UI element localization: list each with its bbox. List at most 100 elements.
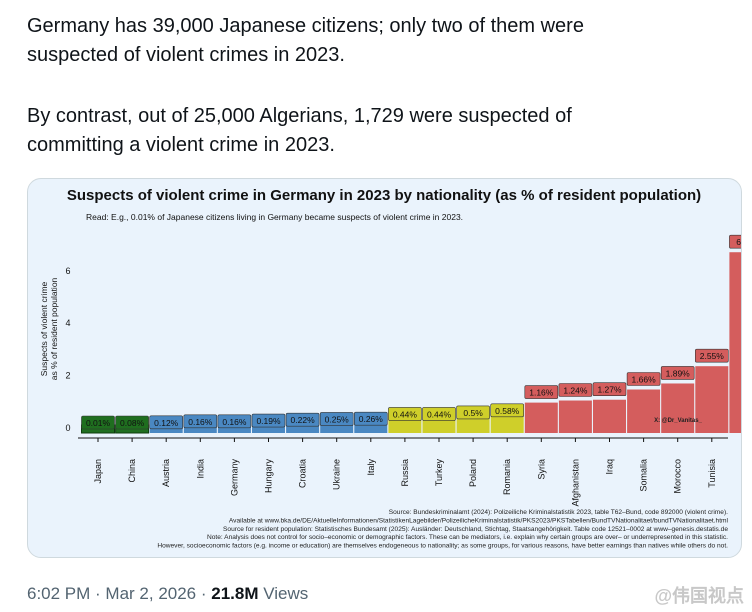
x-tick-label: Italy	[366, 459, 376, 476]
bar-poland	[456, 414, 490, 433]
data-label: 0.16%	[222, 417, 247, 427]
tweet-metadata: 6:02 PM · Mar 2, 2026 · 21.8M Views	[27, 584, 309, 603]
data-label-box	[558, 383, 593, 397]
data-label-box	[490, 403, 525, 418]
data-label-box	[626, 372, 661, 386]
data-label: 1.16%	[529, 388, 554, 398]
y-tick-label: 2	[65, 371, 70, 381]
tweet-line: suspected of violent crimes in 2023.	[27, 44, 345, 66]
data-label-box	[353, 411, 388, 426]
data-label-box	[149, 415, 183, 430]
data-label-box	[285, 412, 320, 427]
chart-credit: X: @Dr_Vanitas_	[654, 418, 703, 424]
data-label-box	[217, 414, 252, 429]
x-tick-label: Japan	[93, 459, 103, 484]
views-label: Views	[263, 584, 309, 603]
y-tick-label: 0	[65, 423, 70, 433]
x-tick-label: Croatia	[298, 459, 308, 488]
tweet-line: By contrast, out of 25,000 Algerians, 1,…	[27, 105, 572, 127]
chart-image[interactable]: Suspects of violent crime in Germany in …	[27, 178, 742, 558]
tweet-paragraph-1: Germany has 39,000 Japanese citizens; on…	[27, 12, 584, 70]
x-tick-label: Morocco	[673, 459, 683, 494]
data-label-box	[729, 234, 741, 249]
data-label-box	[388, 407, 422, 421]
x-tick-label: Austria	[161, 459, 171, 487]
footnote: Source: Bundeskriminalamt (2024): Polize…	[389, 509, 728, 516]
chart-title: Suspects of violent crime in Germany in …	[67, 187, 701, 204]
data-label-box	[524, 385, 559, 399]
data-label: 0.25%	[325, 414, 350, 424]
data-label: 2.55%	[700, 351, 725, 361]
x-tick-label: Somalia	[639, 459, 649, 492]
x-tick-label: India	[195, 459, 205, 479]
bar-india	[183, 423, 217, 433]
tweet-date[interactable]: Mar 2, 2026	[105, 584, 197, 603]
data-label: 0.44%	[427, 409, 452, 419]
data-label: 0.16%	[188, 417, 213, 427]
bar-tunisia	[695, 366, 729, 433]
y-axis-label-line2: as % of resident population	[49, 277, 59, 380]
data-label: 0.58%	[495, 406, 520, 416]
x-tick-label: China	[127, 459, 137, 483]
data-label: 1.27%	[597, 385, 622, 395]
data-label-box	[183, 414, 218, 429]
data-label: 6.9%	[736, 237, 741, 247]
data-label-box	[422, 407, 456, 421]
data-label-box	[319, 412, 354, 426]
data-label: 0.44%	[393, 409, 418, 419]
data-label-box	[115, 415, 149, 430]
data-label: 0.08%	[120, 418, 145, 428]
footnote: Available at www.bka.de/DE/AktuelleInfor…	[229, 517, 729, 524]
views-count: 21.8M	[211, 584, 259, 603]
footnote: Note: Analysis does not control for soci…	[207, 534, 728, 541]
chart-subtitle: Read: E.g., 0.01% of Japanese citizens l…	[86, 212, 463, 222]
data-label-box	[456, 405, 490, 420]
y-tick-label: 6	[65, 266, 70, 276]
tweet-line: Germany has 39,000 Japanese citizens; on…	[27, 15, 584, 37]
y-tick-label: 4	[65, 318, 70, 328]
footnote: However, socioeconomic factors (e.g. inc…	[157, 543, 728, 550]
x-tick-label: Afghanistan	[570, 459, 580, 507]
bar-syria	[524, 402, 558, 433]
data-label: 0.22%	[291, 415, 316, 425]
bar-chart: Suspects of violent crime in Germany in …	[39, 187, 741, 550]
data-label-box	[81, 415, 115, 430]
data-label: 0.5%	[463, 408, 483, 418]
data-label: 0.26%	[359, 414, 384, 424]
bar-hungary	[252, 423, 285, 433]
data-label: 1.66%	[632, 375, 657, 385]
tweet-line: committing a violent crime in 2023.	[27, 134, 335, 156]
bar-algeria	[729, 252, 741, 433]
bar-italy	[354, 421, 388, 433]
x-tick-label: Germany	[229, 459, 239, 497]
tweet-paragraph-2: By contrast, out of 25,000 Algerians, 1,…	[27, 102, 572, 160]
x-tick-label: Turkey	[434, 459, 444, 487]
bar-romania	[490, 412, 524, 433]
data-label-box	[660, 366, 695, 380]
data-label-box	[694, 348, 729, 363]
data-label: 0.19%	[256, 416, 281, 426]
data-label-box	[592, 382, 627, 397]
bar-ukraine	[320, 421, 354, 433]
data-label: 1.89%	[666, 368, 691, 378]
x-tick-label: Hungary	[264, 459, 274, 494]
x-tick-label: Tunisia	[707, 459, 717, 488]
y-axis-label-line1: Suspects of violent crime	[39, 281, 49, 376]
x-tick-label: Poland	[468, 459, 478, 487]
x-tick-label: Syria	[536, 459, 546, 480]
x-tick-label: Romania	[502, 459, 512, 495]
bar-somalia	[627, 389, 661, 433]
x-tick-label: Russia	[400, 459, 410, 487]
data-label: 0.12%	[154, 418, 179, 428]
bar-croatia	[286, 422, 320, 433]
tweet-time[interactable]: 6:02 PM	[27, 584, 91, 603]
x-tick-label: Ukraine	[332, 459, 342, 490]
watermark: @伟国视点	[654, 586, 744, 606]
bar-morocco	[661, 383, 695, 433]
bar-afghanistan	[558, 400, 592, 433]
data-label: 0.01%	[86, 418, 111, 428]
x-tick-label: Iraq	[605, 459, 615, 475]
data-label: 1.24%	[563, 386, 588, 396]
footnote: Source for resident population: Statisti…	[223, 526, 728, 533]
bar-iraq	[593, 399, 626, 433]
